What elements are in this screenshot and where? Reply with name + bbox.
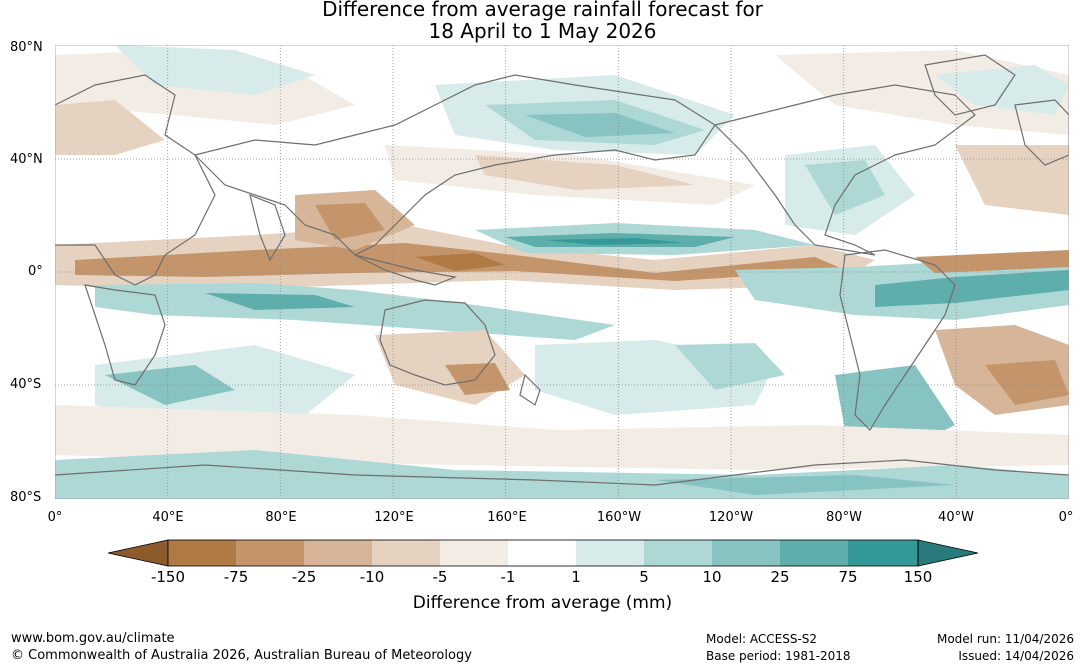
footer-issued: Issued: 14/04/2026 [958, 649, 1074, 663]
lat-label-40n: 40°N [10, 152, 43, 167]
lon-label-40e: 40°E [152, 510, 184, 525]
legend-tick: 150 [903, 568, 933, 586]
legend-tick: -5 [432, 568, 448, 586]
footer-model-run: Model run: 11/04/2026 [936, 632, 1074, 646]
lon-label-120w: 120°W [708, 510, 754, 525]
coastline-north-america [713, 84, 976, 256]
coastline-antarctica [55, 459, 1069, 486]
footer-copyright: © Commonwealth of Australia 2026, Austra… [11, 648, 472, 663]
colorbar-segment [304, 540, 372, 566]
colorbar-segment [440, 540, 508, 566]
legend-tick: 1 [571, 568, 581, 586]
rainfall-anomaly-map [55, 45, 1069, 499]
lon-label-0: 0° [47, 510, 63, 525]
colorbar-arrow-left [108, 539, 169, 567]
anomaly-field [415, 253, 505, 271]
anomaly-field [475, 155, 695, 190]
lat-label-40s: 40°S [10, 377, 42, 392]
coastline-australia [379, 299, 496, 386]
coastline-southern-africa [84, 284, 166, 386]
legend-tick: -10 [359, 568, 385, 586]
coastline-india [249, 194, 286, 262]
map-title-line2: 18 April to 1 May 2026 [428, 19, 657, 43]
colorbar-segment [712, 540, 780, 566]
lon-label-120e: 120°E [374, 510, 414, 525]
legend-tick: 25 [770, 568, 790, 586]
colorbar-frame [167, 539, 919, 567]
anomaly-field [445, 363, 510, 395]
colorbar-arrow-right [917, 539, 978, 567]
anomaly-field [205, 293, 355, 310]
anomaly-field [805, 160, 885, 215]
lon-label-0-east: 0° [1058, 510, 1074, 525]
coastline-africa-europe [55, 74, 216, 286]
colorbar-segment [644, 540, 712, 566]
anomaly-field [525, 113, 675, 137]
lat-label-equator: 0° [28, 264, 43, 279]
coastline-maritime-continent [354, 254, 458, 286]
coastline-europe [1014, 99, 1069, 166]
graticule [55, 45, 1069, 499]
legend-tick: -25 [291, 568, 317, 586]
footer-url: www.bom.gov.au/climate [11, 631, 175, 646]
anomaly-field [655, 475, 955, 495]
coastline-greenland [924, 54, 1016, 116]
legend-tick: 5 [639, 568, 649, 586]
footer-base-period: Base period: 1981-2018 [706, 649, 851, 663]
anomaly-field [545, 238, 685, 245]
coastlines [55, 54, 1069, 486]
anomaly-field [55, 405, 1069, 470]
colorbar-segment [372, 540, 440, 566]
map-title-line1: Difference from average rainfall forecas… [322, 0, 763, 21]
legend-tick: 75 [838, 568, 858, 586]
legend-label: Difference from average (mm) [412, 593, 673, 613]
lon-label-80w: 80°W [826, 510, 862, 525]
anomaly-field [955, 145, 1069, 215]
colorbar-segment [508, 540, 576, 566]
anomaly-field [985, 360, 1069, 405]
legend-tick: -1 [500, 568, 516, 586]
anomaly-field [675, 343, 785, 390]
lon-label-160w: 160°W [596, 510, 642, 525]
anomaly-field [55, 100, 165, 155]
colorbar-segment [576, 540, 644, 566]
anomaly-field [875, 270, 1069, 307]
colorbar-segment [848, 540, 918, 566]
legend-tick: -150 [150, 568, 186, 586]
coastline-south-america [839, 249, 956, 431]
legend-tick: 10 [702, 568, 722, 586]
legend-colorbar [108, 539, 978, 567]
anomaly-field [915, 250, 1069, 273]
footer-model: Model: ACCESS-S2 [706, 632, 818, 646]
coastline-asia [193, 74, 716, 256]
lat-label-80s: 80°S [10, 490, 42, 505]
lon-label-80e: 80°E [265, 510, 297, 525]
anomaly-field [115, 45, 315, 95]
anomaly-field [315, 203, 385, 240]
colorbar-segment [780, 540, 848, 566]
colorbar-segment [236, 540, 304, 566]
colorbar-segment [168, 540, 236, 566]
lon-label-160e: 160°E [487, 510, 527, 525]
lat-label-80n: 80°N [10, 40, 43, 55]
lon-label-40w: 40°W [938, 510, 974, 525]
legend-tick: -75 [223, 568, 249, 586]
